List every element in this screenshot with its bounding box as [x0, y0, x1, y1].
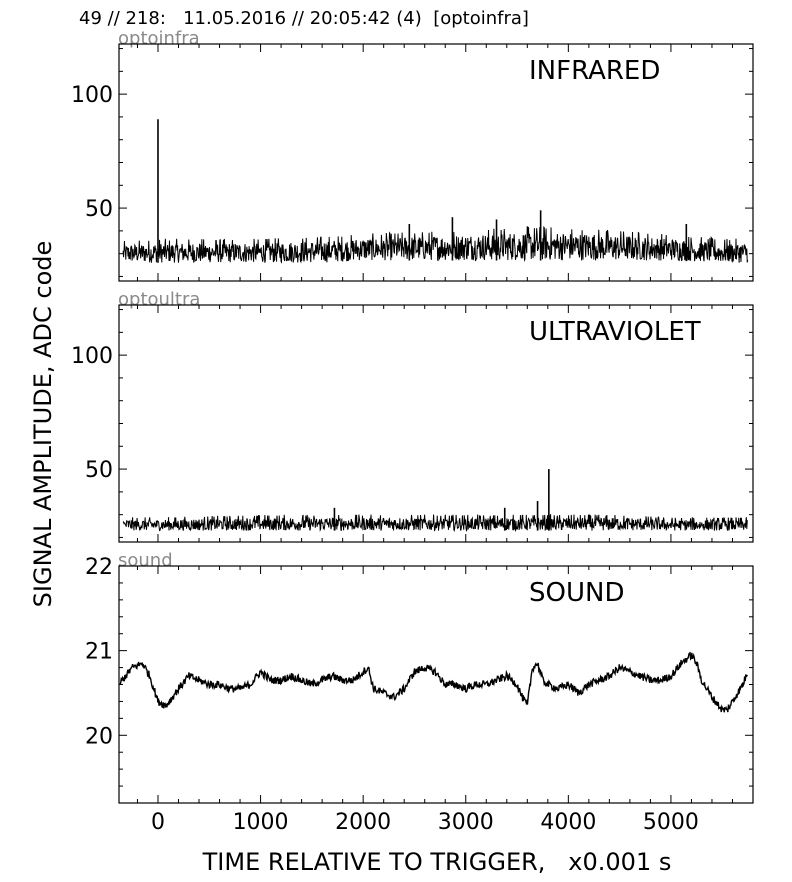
data-layer — [122, 119, 749, 264]
y-tick-label: 100 — [71, 344, 113, 369]
y-tick-label: 21 — [85, 640, 113, 665]
chart-panel-2: 20 21 22 0 1000 2000 3000 4000 5000 SOUND — [85, 555, 754, 835]
panel-title: SOUND — [529, 578, 624, 608]
x-tick-label: 5000 — [643, 810, 699, 835]
y-tick-label: 50 — [85, 197, 113, 222]
y-axis-label: SIGNAL AMPLITUDE, ADC code — [29, 240, 57, 608]
noise-trace — [122, 513, 749, 533]
x-tick-label: 0 — [151, 810, 165, 835]
page-title: 49 // 218: 11.05.2016 // 20:05:42 (4) [o… — [79, 8, 529, 29]
x-tick-label: 4000 — [540, 810, 596, 835]
y-tick-label: 22 — [85, 555, 113, 580]
x-tick-label: 3000 — [438, 810, 494, 835]
chart-panel-0: 50 100 INFRARED — [71, 43, 754, 282]
y-tick-label: 20 — [85, 724, 113, 749]
data-layer — [119, 651, 749, 713]
sound-trace — [119, 651, 749, 713]
panel-title: INFRARED — [529, 56, 660, 86]
data-layer — [122, 469, 749, 533]
y-tick-label: 50 — [85, 458, 113, 483]
noise-trace — [122, 225, 749, 264]
y-tick-label: 100 — [71, 83, 113, 108]
x-tick-label: 1000 — [233, 810, 289, 835]
x-tick-label: 2000 — [335, 810, 391, 835]
panel-title: ULTRAVIOLET — [529, 317, 701, 347]
x-axis-label: TIME RELATIVE TO TRIGGER, x0.001 s — [202, 848, 672, 876]
chart-panel-1: 50 100 ULTRAVIOLET — [71, 304, 754, 543]
